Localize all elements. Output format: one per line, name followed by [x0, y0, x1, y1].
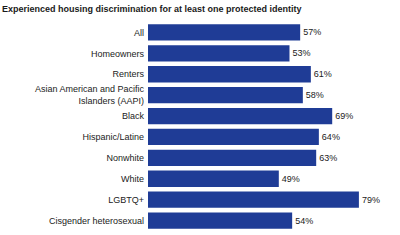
svg-text:49%: 49% [282, 174, 300, 184]
svg-text:79%: 79% [362, 195, 380, 205]
svg-text:Cisgender heterosexual: Cisgender heterosexual [49, 216, 144, 226]
svg-text:53%: 53% [292, 48, 310, 58]
svg-text:Black: Black [122, 111, 145, 121]
svg-text:Homeowners: Homeowners [91, 49, 145, 59]
svg-text:Asian American and PacificIsla: Asian American and PacificIslanders (AAP… [35, 84, 145, 106]
svg-text:White: White [121, 174, 144, 184]
svg-text:Renters: Renters [112, 69, 144, 79]
svg-text:69%: 69% [335, 111, 353, 121]
svg-text:Nonwhite: Nonwhite [106, 153, 144, 163]
svg-text:63%: 63% [319, 153, 337, 163]
svg-text:61%: 61% [314, 69, 332, 79]
svg-text:LGBTQ+: LGBTQ+ [108, 195, 144, 205]
svg-text:64%: 64% [322, 132, 340, 142]
svg-text:Hispanic/Latine: Hispanic/Latine [82, 132, 144, 142]
svg-text:57%: 57% [303, 27, 321, 37]
svg-text:All: All [134, 28, 144, 38]
svg-text:Experienced housing discrimina: Experienced housing discrimination for a… [2, 4, 302, 14]
svg-text:54%: 54% [295, 216, 313, 226]
svg-text:58%: 58% [306, 90, 324, 100]
